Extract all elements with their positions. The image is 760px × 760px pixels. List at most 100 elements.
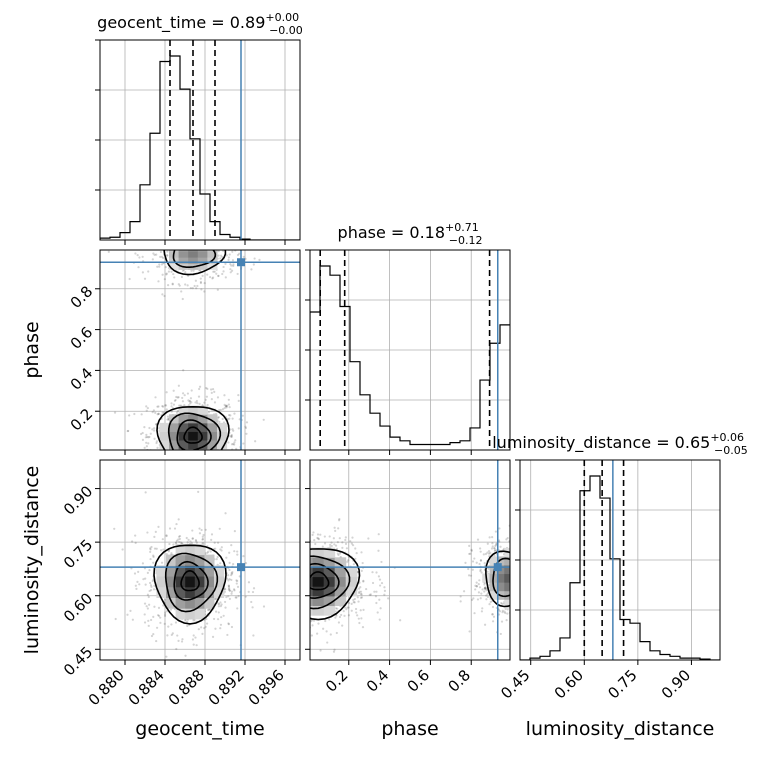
scatter-point: [334, 616, 337, 619]
scatter-point: [281, 617, 283, 619]
scatter-point: [347, 559, 350, 562]
scatter-point: [303, 532, 305, 534]
scatter-point: [479, 547, 482, 550]
scatter-point: [290, 585, 292, 587]
title-phase: phase = 0.18+0.71 −0.12: [338, 221, 483, 247]
scatter-point: [167, 270, 171, 273]
density-cell: [175, 586, 186, 598]
scatter-point: [162, 476, 164, 478]
scatter-point: [236, 553, 239, 556]
scatter-point: [536, 551, 538, 553]
scatter-point: [189, 246, 191, 248]
scatter-point: [252, 263, 255, 266]
scatter-point: [189, 243, 191, 245]
scatter-point: [227, 579, 230, 582]
scatter-point: [147, 235, 149, 237]
scatter-point: [227, 623, 231, 626]
scatter-point: [150, 545, 153, 549]
scatter-point: [358, 621, 361, 625]
scatter-point: [204, 625, 207, 628]
density-cell: [185, 554, 196, 566]
scatter-point: [191, 537, 194, 540]
scatter-point: [223, 590, 226, 593]
scatter-point: [114, 617, 117, 621]
scatter-point: [278, 574, 280, 576]
scatter-point: [302, 605, 304, 607]
scatter-point: [514, 565, 516, 567]
scatter-point: [172, 454, 174, 456]
density-cell: [512, 556, 520, 565]
scatter-point: [157, 247, 159, 249]
joint-content: [100, 460, 300, 660]
scatter-point: [307, 583, 309, 585]
scatter-point: [166, 634, 169, 637]
scatter-point: [189, 397, 193, 400]
scatter-point: [181, 232, 183, 234]
scatter-point: [296, 577, 298, 579]
scatter-point: [152, 555, 155, 558]
scatter-point: [292, 583, 294, 585]
scatter-point: [270, 591, 272, 593]
density-cell: [197, 263, 208, 270]
scatter-point: [147, 472, 149, 474]
scatter-point: [232, 263, 235, 266]
scatter-point: [548, 590, 550, 592]
scatter-point: [146, 593, 149, 596]
scatter-point: [163, 598, 167, 601]
scatter-point: [168, 226, 170, 228]
scatter-point: [170, 477, 172, 479]
scatter-point: [486, 593, 489, 596]
scatter-point: [182, 479, 184, 481]
scatter-point: [525, 530, 527, 532]
scatter-point: [536, 586, 538, 588]
scatter-point: [518, 550, 520, 552]
scatter-point: [476, 538, 480, 541]
y-tick-label-luminosity_distance: 0.60: [60, 589, 96, 625]
scatter-point: [163, 613, 167, 616]
scatter-point: [513, 592, 515, 594]
scatter-point: [227, 256, 230, 259]
scatter-point: [201, 454, 203, 456]
scatter-point: [190, 456, 192, 458]
scatter-point: [293, 584, 295, 586]
scatter-point: [303, 560, 305, 562]
scatter-point: [459, 595, 462, 598]
scatter-point: [159, 250, 163, 254]
scatter-point: [525, 579, 527, 581]
scatter-point: [202, 242, 204, 244]
scatter-point: [307, 574, 309, 576]
scatter-point: [367, 537, 370, 540]
scatter-point: [286, 579, 288, 581]
scatter-point: [494, 530, 498, 533]
scatter-point: [202, 542, 205, 545]
scatter-point: [516, 582, 518, 584]
histogram-luminosity_distance: [520, 475, 720, 660]
scatter-point: [201, 537, 204, 541]
scatter-point: [182, 369, 185, 372]
scatter-point: [516, 576, 518, 578]
scatter-point: [212, 248, 214, 250]
scatter-point: [354, 607, 358, 611]
scatter-point: [200, 453, 202, 455]
scatter-point: [369, 593, 372, 596]
scatter-point: [272, 570, 274, 572]
density-cell: [207, 440, 218, 450]
scatter-point: [236, 272, 239, 276]
scatter-point: [211, 211, 213, 213]
scatter-point: [172, 403, 176, 406]
scatter-point: [195, 247, 197, 249]
scatter-point: [252, 634, 255, 637]
scatter-point: [291, 569, 293, 571]
scatter-point: [532, 572, 534, 574]
scatter-point: [491, 542, 494, 545]
y-tick-label-phase: 0.8: [67, 282, 97, 312]
scatter-point: [296, 574, 298, 576]
x-tick-label-luminosity_distance: 0.75: [604, 666, 640, 702]
scatter-point: [304, 523, 306, 525]
x-tick-label-phase: 0.2: [322, 666, 352, 696]
density-cell: [312, 605, 325, 616]
density-cell: [166, 565, 177, 577]
scatter-point: [223, 407, 226, 410]
scatter-point: [204, 398, 207, 401]
scatter-point: [224, 606, 227, 609]
